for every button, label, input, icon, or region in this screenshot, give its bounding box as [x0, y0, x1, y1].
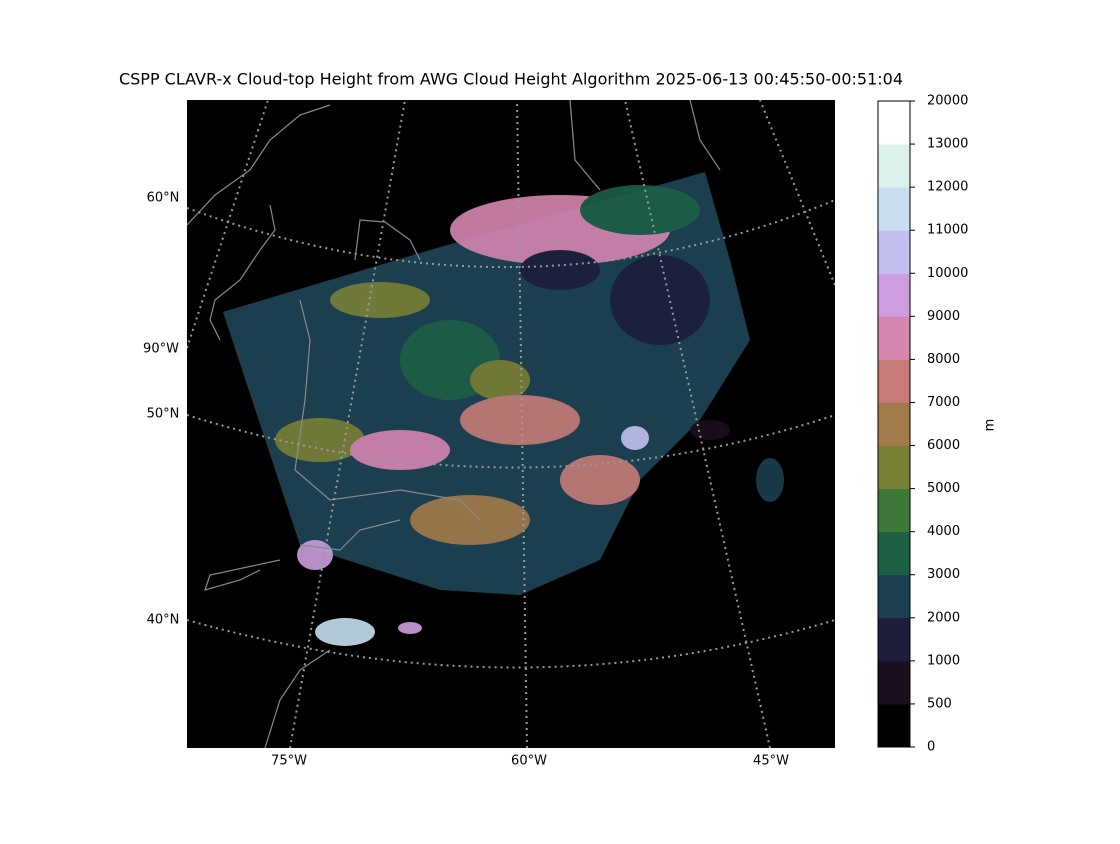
coastlines — [187, 100, 721, 748]
colorbar-tick-label: 7000 — [927, 395, 960, 410]
colorbar-frame — [877, 100, 911, 748]
colorbar-segment — [878, 703, 910, 748]
cloud-patches — [275, 185, 784, 646]
colorbar-tick-label: 6000 — [927, 438, 960, 453]
colorbar-tick-label: 0 — [927, 740, 935, 755]
colorbar-segment — [878, 488, 910, 533]
colorbar-segment — [878, 187, 910, 231]
colorbar-tick-label: 9000 — [927, 309, 960, 324]
lon-label: 90°W — [143, 342, 179, 357]
colorbar-segment — [878, 101, 910, 145]
colorbar-segment — [878, 660, 910, 705]
lat-label: 50°N — [147, 407, 180, 422]
colorbar-tick-label: 10000 — [927, 266, 968, 281]
colorbar-segment — [878, 531, 910, 576]
lon-label: 60°W — [511, 754, 547, 769]
colorbar-tick-label: 13000 — [927, 137, 968, 152]
colorbar-tick-label: 12000 — [927, 180, 968, 195]
colorbar-tick-label: 11000 — [927, 223, 968, 238]
colorbar-tick-label: 8000 — [927, 352, 960, 367]
colorbar-segment — [878, 230, 910, 274]
map-panel: 60°N 50°N 40°N 90°W 75°W 60°W 45°W — [143, 100, 835, 769]
colorbar-tick-label: 5000 — [927, 481, 960, 496]
colorbar-segment — [878, 617, 910, 662]
colorbar-tick-label: 4000 — [927, 524, 960, 539]
lon-label: 45°W — [753, 754, 789, 769]
lat-label: 60°N — [147, 191, 180, 206]
colorbar-segment — [878, 359, 910, 403]
colorbar-segment — [878, 574, 910, 619]
colorbar-tick-label: 1000 — [927, 653, 960, 668]
colorbar-segment — [878, 445, 910, 490]
colorbar-segment — [878, 316, 910, 360]
colorbar-segment — [878, 144, 910, 188]
colorbar: 0 500 1000 2000 3000 4000 5000 6000 7000 8000 9000… — [877, 94, 968, 755]
colorbar-tick-label: 3000 — [927, 567, 960, 582]
colorbar-segment — [878, 273, 910, 317]
graticule — [187, 100, 835, 748]
map-title: CSPP CLAVR-x Cloud-top Height from AWG C… — [119, 70, 903, 89]
colorbar-tick-label: 2000 — [927, 610, 960, 625]
lat-label: 40°N — [147, 613, 180, 628]
colorbar-segment — [878, 402, 910, 447]
colorbar-tick-label: 500 — [927, 696, 952, 711]
colorbar-tick-label: 20000 — [927, 94, 968, 109]
map-content — [187, 100, 835, 748]
colorbar-label: m — [983, 419, 998, 432]
lon-label: 75°W — [271, 754, 307, 769]
